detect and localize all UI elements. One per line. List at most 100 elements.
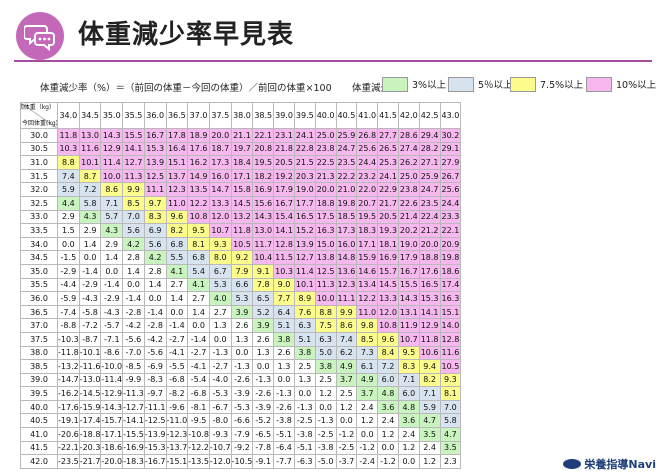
table-cell: 21.3 [314, 168, 337, 184]
table-cell: 4.9 [356, 372, 379, 388]
table-cell: 4.0 [208, 291, 232, 306]
table-cell: -1.3 [314, 413, 337, 429]
column-header-prev-weight: 37.5 [208, 102, 232, 129]
table-cell: -15.3 [143, 440, 167, 456]
table-cell: -20.3 [78, 440, 102, 456]
table-cell: 15.3 [143, 141, 167, 157]
column-header-prev-weight: 39.5 [293, 102, 316, 129]
table-row: 40.0 -17.6 -15.9 -14.3 -12.7 -11.1 -9.6 -8.1 -6.… [20, 399, 462, 415]
table-cell: 20.0 [208, 128, 232, 143]
table-cell: 0.0 [122, 277, 145, 293]
table-row: 34.5 -1.5 0.0 1.4 2.8 4.2 5.5 6.8 8.0 9.2 10.4 11.5… [20, 250, 462, 265]
table-cell: 15.8 [230, 182, 254, 197]
table-cell: -23.5 [57, 454, 80, 469]
table-cell: 3.7 [335, 372, 358, 388]
column-header-prev-weight: 41.0 [356, 102, 379, 129]
table-cell: 5.6 [122, 223, 145, 238]
table-cell: 0.0 [100, 263, 124, 279]
table-cell: 20.7 [356, 195, 379, 211]
table-cell: 4.2 [122, 236, 145, 252]
table-cell: -14.3 [100, 399, 124, 415]
table-cell: 14.3 [397, 291, 420, 306]
table-cell: 15.3 [418, 291, 441, 306]
formula-text: 体重減少率（%）＝（前回の体重－今回の体重）／前回の体重×100 [40, 83, 332, 94]
table-cell: 25.0 [314, 128, 337, 143]
row-header-current-weight: 38.0 [20, 345, 58, 361]
legend-text: 10%以上 [616, 80, 657, 91]
column-header-prev-weight: 42.0 [397, 102, 420, 129]
table-cell: 1.4 [143, 277, 167, 293]
table-cell: 8.5 [122, 195, 145, 211]
table-cell: -5.2 [252, 413, 275, 429]
row-header-current-weight: 32.5 [20, 195, 58, 211]
table-cell: 16.9 [377, 250, 399, 265]
table-cell: 8.1 [187, 236, 210, 252]
row-header-current-weight: 40.5 [20, 413, 58, 429]
table-cell: 14.5 [230, 195, 254, 211]
table-cell: 12.3 [335, 277, 358, 293]
table-cell: 20.9 [439, 236, 462, 252]
table-cell: 5.5 [165, 250, 189, 265]
table-cell: 16.7 [397, 263, 420, 279]
table-cell: -1.3 [230, 359, 254, 374]
table-cell: 12.0 [208, 209, 232, 225]
table-cell: 5.3 [230, 291, 254, 306]
table-row: 32.5 4.4 5.8 7.1 8.5 9.7 11.0 12.2 13.3 14.5 15.6 1… [20, 195, 462, 211]
table-cell: -7.0 [122, 345, 145, 361]
table-cell: -5.6 [143, 345, 167, 361]
table-cell: 13.4 [356, 277, 379, 293]
row-header-current-weight: 32.0 [20, 182, 58, 197]
table-cell: 2.4 [356, 399, 379, 415]
table-cell: -4.1 [187, 359, 210, 374]
table-cell: 16.4 [165, 141, 189, 157]
table-cell: 28.6 [397, 128, 420, 143]
table-row: 33.5 1.5 2.9 4.3 5.6 6.9 8.2 9.5 10.7 11.8 13.0 14.… [20, 223, 462, 238]
table-cell: -5.5 [165, 359, 189, 374]
column-header-prev-weight: 40.0 [314, 102, 337, 129]
table-cell: -1.3 [293, 399, 316, 415]
table-cell: 21.5 [293, 155, 316, 170]
table-row: 36.5 -7.4 -5.8 -4.3 -2.8 -1.4 0.0 1.4 2.7 3.9 5.2 6… [20, 304, 462, 320]
table-cell: 2.6 [230, 318, 254, 333]
table-cell: 3.6 [377, 399, 399, 415]
table-cell: 12.5 [314, 263, 337, 279]
table-cell: -3.8 [314, 440, 337, 456]
table-cell: 9.4 [418, 359, 441, 374]
table-row: 34.0 0.0 1.4 2.9 4.2 5.6 6.8 8.1 9.3 10.5 11.7 12.8… [20, 236, 462, 252]
table-cell: 12.8 [273, 236, 295, 252]
table-cell: 12.2 [356, 291, 379, 306]
table-cell: -10.1 [78, 345, 102, 361]
table-cell: 14.5 [377, 277, 399, 293]
table-cell: 10.0 [100, 168, 124, 184]
table-cell: 11.6 [78, 141, 102, 157]
table-cell: -15.7 [100, 413, 124, 429]
table-cell: 23.8 [397, 182, 420, 197]
table-cell: 2.6 [273, 345, 295, 361]
table-cell: 9.9 [122, 182, 145, 197]
table-cell: -18.3 [122, 454, 145, 469]
table-cell: -2.8 [122, 304, 145, 320]
table-cell: 15.5 [397, 277, 420, 293]
table-cell: 14.6 [356, 263, 379, 279]
table-cell: 2.7 [187, 291, 210, 306]
table-cell: 4.2 [143, 250, 167, 265]
table-cell: -1.2 [377, 454, 399, 469]
table-cell: 10.1 [293, 277, 316, 293]
table-cell: -8.2 [165, 386, 189, 401]
table-cell: 12.9 [100, 141, 124, 157]
table-cell: 2.5 [314, 372, 337, 388]
table-cell: 0.0 [208, 331, 232, 347]
table-cell: -1.4 [122, 291, 145, 306]
table-cell: 2.9 [100, 236, 124, 252]
table-cell: -1.3 [208, 345, 232, 361]
table-cell: -11.0 [165, 413, 189, 429]
table-cell: 10.3 [57, 141, 80, 157]
table-cell: 18.9 [187, 128, 210, 143]
table-cell: -13.7 [165, 440, 189, 456]
row-header-current-weight: 39.5 [20, 386, 58, 401]
table-cell: 5.3 [208, 277, 232, 293]
table-cell: 6.8 [165, 236, 189, 252]
table-cell: -20.6 [57, 427, 80, 442]
table-cell: 11.3 [314, 277, 337, 293]
table-cell: 3.9 [252, 318, 275, 333]
